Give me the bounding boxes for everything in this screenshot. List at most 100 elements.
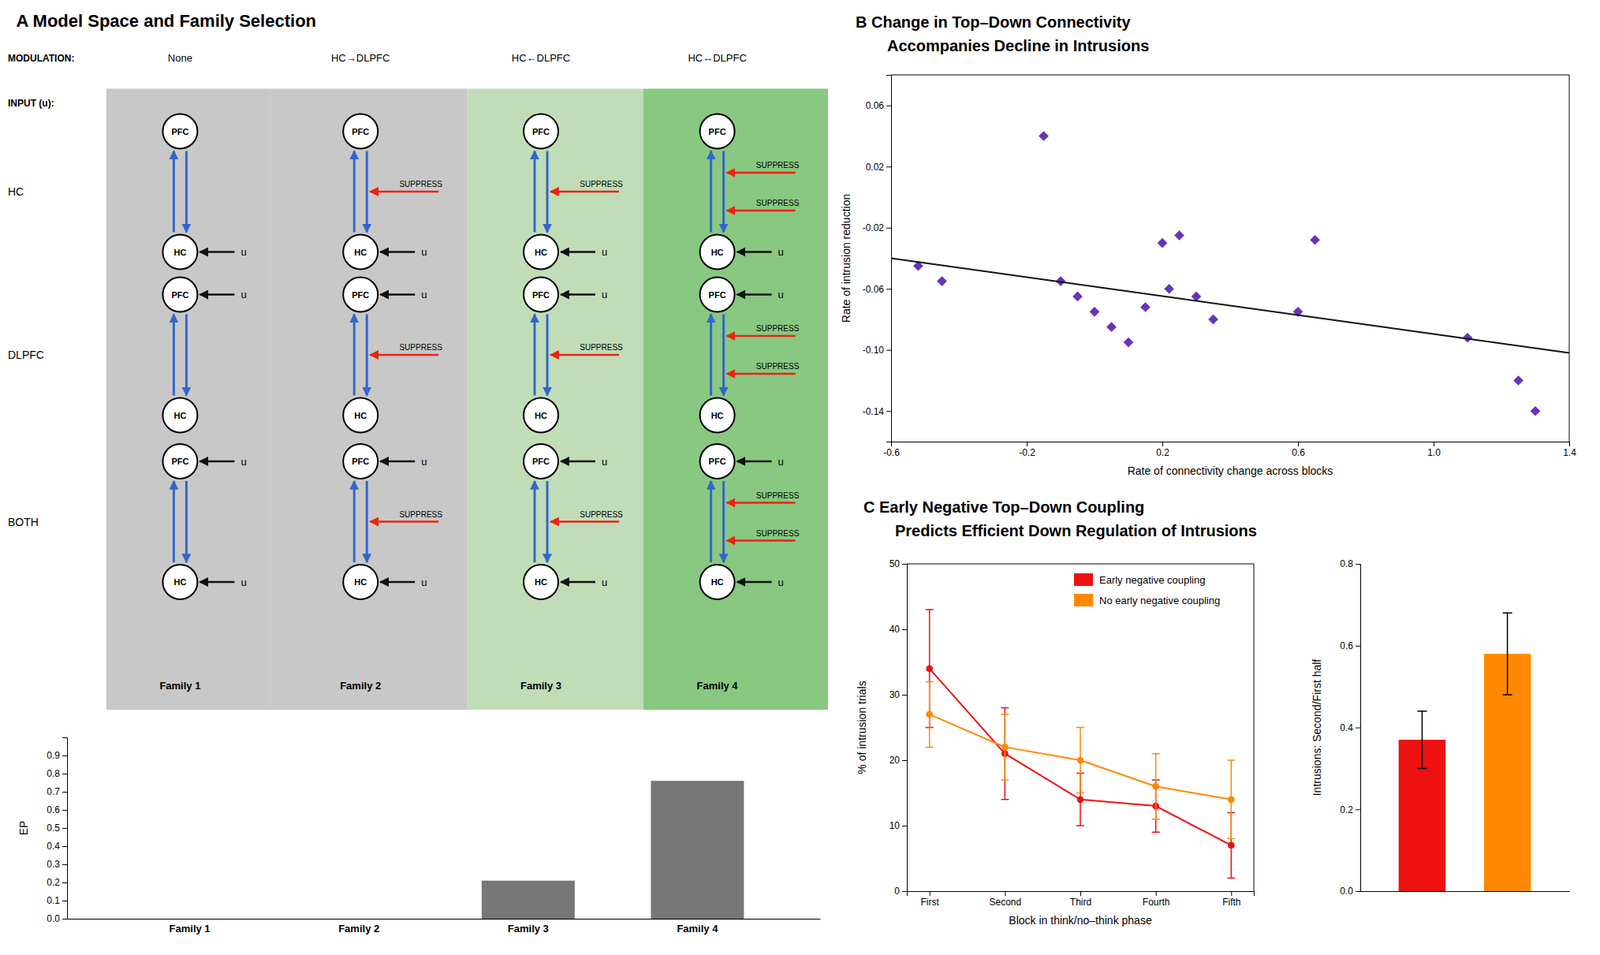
x-axis-line [907, 891, 1255, 897]
bar [650, 780, 744, 919]
x-axis-line [67, 918, 821, 920]
input-label: u [601, 455, 608, 468]
y-axis: 0.00.20.40.60.8 [1339, 558, 1361, 897]
x-axis-tick-label: 1.0 [1427, 447, 1441, 459]
y-axis-tick: 0.9 [46, 749, 68, 761]
family-background [643, 89, 828, 711]
suppress-arrow [550, 354, 620, 357]
point [1038, 130, 1049, 142]
bar [312, 918, 406, 920]
y-axis-tick: 0.4 [1339, 722, 1361, 734]
y-axis-tick-label: 0.6 [46, 804, 60, 816]
suppress-label: SUPPRESS [399, 343, 443, 352]
family-label: Family 2 [339, 679, 381, 692]
connection-arrow [533, 151, 537, 233]
family-label: Family 3 [520, 679, 562, 692]
input-label: u [601, 288, 608, 301]
error-bar [1417, 711, 1427, 769]
y-axis-line [886, 75, 892, 443]
x-axis-tick: Family 2 [338, 918, 380, 935]
connection-arrow [365, 314, 369, 396]
y-axis-tick-label: 40 [889, 623, 901, 635]
y-axis-tick: -0.10 [862, 344, 892, 356]
connection-arrow [546, 151, 549, 233]
input-label: u [421, 246, 427, 258]
node-label: PFC [532, 290, 550, 300]
plot-frame [1253, 563, 1255, 892]
x-axis-tick: Fourth [1142, 891, 1171, 908]
x-axis-tick: -0.2 [1018, 441, 1036, 459]
node [343, 443, 378, 479]
y-axis-tick: 10 [889, 820, 907, 832]
y-axis-tick-mark [902, 891, 907, 892]
input-label: u [421, 576, 427, 589]
y-axis-tick: 50 [889, 558, 907, 570]
annotation: INPUT (u): [7, 97, 55, 109]
suppress-arrow [550, 190, 620, 194]
column-label: HC→DLPFC [331, 52, 390, 64]
y-axis-tick-label: 0.8 [46, 768, 60, 780]
node-label: HC [173, 247, 187, 258]
bar [143, 918, 237, 920]
x-axis-tick-label: Family 1 [169, 922, 211, 935]
x-axis: FirstSecondThirdFourthFifth [907, 891, 1255, 908]
y-axis-tick-label: 0.06 [865, 100, 885, 112]
chart-title: A Model Space and Family Selection [15, 11, 317, 31]
point [925, 711, 933, 719]
x-axis-tick: Second [988, 891, 1022, 908]
node-label: HC [711, 247, 724, 258]
x-axis-tick: -0.6 [883, 441, 900, 459]
input-arrow [560, 581, 596, 584]
y-axis-tick-mark [62, 846, 68, 847]
y-axis-title: Intrusions: Second/First half [1310, 659, 1324, 797]
line [891, 258, 1570, 354]
suppress-arrow [369, 520, 439, 523]
y-axis-tick-mark [1355, 809, 1361, 810]
y-axis-title: Rate of intrusion reduction [839, 193, 853, 323]
family-background [270, 89, 468, 711]
suppress-label: SUPPRESS [756, 324, 800, 333]
x-axis-tick-mark [1433, 441, 1435, 447]
y-axis-title: % of intrusion trials [855, 680, 869, 774]
suppress-label: SUPPRESS [579, 179, 623, 189]
y-axis-tick: 20 [889, 754, 907, 766]
node [162, 277, 198, 313]
y-axis-tick: 40 [889, 623, 907, 635]
input-label: u [778, 576, 784, 589]
plot-area [1398, 612, 1532, 892]
error-bar [925, 681, 934, 747]
point [936, 275, 948, 287]
family-label: Family 1 [159, 679, 201, 692]
node [162, 398, 198, 433]
x-axis-tick-mark [1162, 441, 1164, 447]
node [700, 564, 735, 600]
legend-swatch [1074, 593, 1093, 607]
x-axis-tick: First [921, 891, 940, 908]
y-axis-tick-label: 0.5 [46, 822, 60, 834]
y-axis-tick-label: 0.9 [46, 749, 60, 761]
x-axis-tick-label: Family 4 [676, 922, 719, 935]
point [1208, 314, 1219, 325]
connection-arrow [722, 314, 725, 396]
input-arrow [199, 250, 235, 254]
node [343, 114, 378, 150]
node-label: PFC [171, 290, 189, 300]
x-axis-tick-mark [1569, 441, 1571, 447]
x-axis-tick-label: Second [988, 896, 1022, 908]
point [1530, 406, 1541, 417]
x-axis-tick-mark [1004, 891, 1006, 896]
connection-arrow [546, 314, 549, 396]
node-label: PFC [171, 456, 189, 467]
y-axis-tick-mark [1355, 727, 1361, 729]
y-axis-tick-label: 30 [889, 689, 901, 701]
x-axis: -0.6-0.20.20.61.01.4 [883, 441, 1577, 459]
input-arrow [737, 293, 773, 296]
x-axis-tick-label: Third [1070, 896, 1092, 908]
point [1106, 321, 1117, 332]
y-axis-tick-label: 0.2 [1339, 804, 1354, 816]
y-axis-tick: -0.14 [862, 406, 892, 418]
connection-arrow [365, 151, 369, 233]
y-axis-line [62, 738, 68, 920]
suppress-arrow [727, 171, 796, 175]
point [1077, 795, 1085, 803]
